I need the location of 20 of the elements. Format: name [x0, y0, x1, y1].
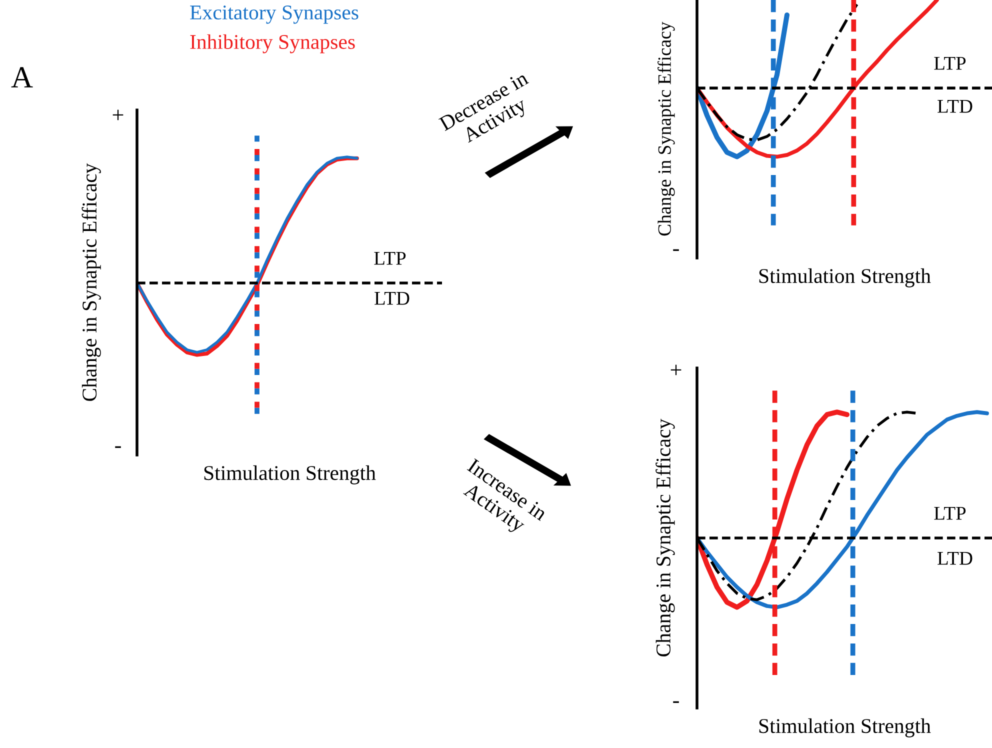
text: -	[673, 701, 679, 703]
y-axis-title: Change in Synaptic Efficacy	[658, 22, 675, 236]
annotation: LTD	[374, 292, 410, 305]
x-axis-title: Stimulation Strength	[759, 268, 931, 288]
annotation: LTP	[934, 56, 966, 70]
x-axis-title: Stimulation Strength	[759, 718, 931, 738]
annotation: LTD	[938, 100, 972, 113]
annotation: LTP	[934, 506, 966, 520]
text: +	[670, 364, 682, 376]
text: A	[11, 67, 33, 88]
text: Excitatory Synapses	[190, 6, 358, 24]
text: -	[115, 446, 121, 448]
text: Inhibitory Synapses	[190, 34, 355, 54]
text: +	[112, 110, 124, 120]
y-axis-title: Change in Synaptic Efficacy	[82, 163, 101, 401]
text: -	[673, 249, 679, 251]
annotation: LTD	[938, 552, 972, 565]
x-axis-title: Stimulation Strength	[204, 465, 376, 484]
y-axis-title: Change in Synaptic Efficacy	[656, 418, 675, 656]
annotation: LTP	[374, 252, 406, 265]
